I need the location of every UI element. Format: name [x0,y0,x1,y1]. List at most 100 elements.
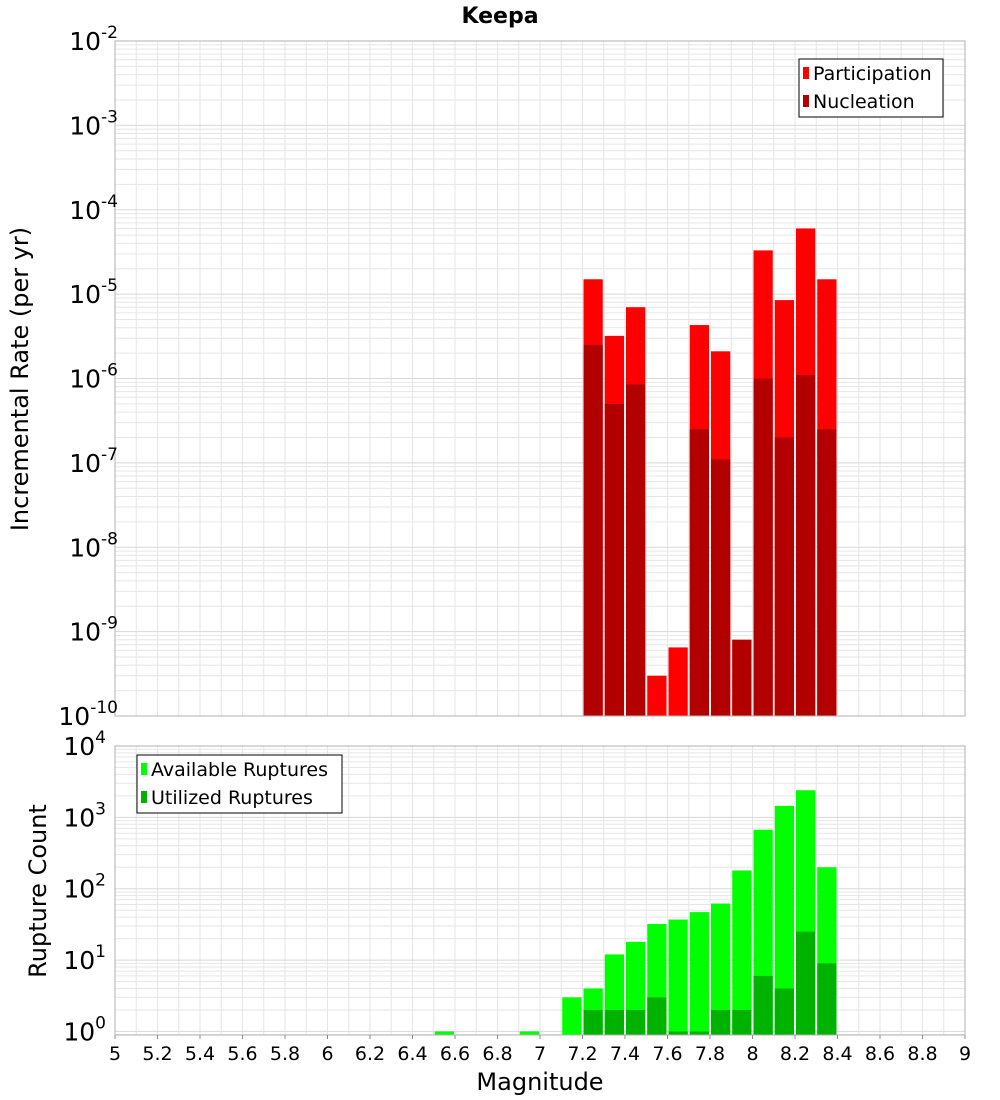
nucleation-bar [774,437,794,716]
rate-legend-box [798,58,944,118]
utilized-ruptures-bar [732,1009,752,1035]
x-tick-label: 5.2 [142,1043,172,1065]
nucleation-bar [604,403,624,716]
chart-title: Keepa [461,4,538,29]
y-tick-label: 102 [63,871,106,904]
y-tick-exponent: -9 [101,614,118,634]
y-tick-exponent: -3 [101,107,118,127]
x-axis-label: Magnitude [476,1068,603,1096]
y-tick-base: 10 [63,875,95,904]
legend-participation-swatch [803,67,809,79]
utilized-ruptures-bar [796,931,816,1035]
y-tick-exponent: -10 [90,698,118,718]
y-tick-exponent: 4 [95,728,106,748]
available-ruptures-bar [711,903,731,1035]
count-bars [434,790,837,1035]
utilized-ruptures-bar [604,1009,624,1035]
available-ruptures-bar [519,1031,539,1035]
available-ruptures-bar [434,1031,454,1035]
x-tick-label: 6.6 [440,1043,470,1065]
y-tick-label: 100 [63,1013,106,1046]
rate-bars [583,228,837,717]
y-tick-base: 10 [69,196,101,225]
nucleation-bar [583,344,603,716]
y-tick-base: 10 [69,533,101,562]
y-tick-exponent: -6 [101,361,118,381]
nucleation-bar [753,378,773,716]
y-tick-exponent: -7 [101,445,118,465]
utilized-ruptures-bar [647,997,667,1035]
y-tick-exponent: -2 [101,23,118,43]
y-tick-base: 10 [63,946,95,975]
x-tick-label: 7.8 [695,1043,725,1065]
count-legend: Available Ruptures Utilized Ruptures [136,754,343,814]
legend-utilized-label: Utilized Ruptures [151,787,313,809]
participation-bar [647,675,667,716]
y-tick-label: 10-2 [69,23,118,56]
utilized-ruptures-bar [711,1009,731,1035]
x-tick-label: 8.2 [780,1043,810,1065]
y-tick-base: 10 [58,702,90,731]
nucleation-bar [626,384,646,716]
available-ruptures-bar [774,805,794,1035]
rate-y-axis-label: Incremental Rate (per yr) [6,227,34,531]
y-tick-exponent: 1 [95,942,106,962]
utilized-ruptures-bar [668,1031,688,1035]
y-tick-base: 10 [69,27,101,56]
nucleation-bar [732,639,752,716]
rate-plot-frame [114,40,966,717]
y-tick-label: 10-5 [69,276,118,309]
x-tick-label: 9 [959,1043,971,1065]
rate-panel: 10-210-310-410-510-610-710-810-910-10 In… [6,23,966,731]
available-ruptures-bar [668,919,688,1035]
y-tick-label: 10-4 [69,192,118,225]
legend-available-label: Available Ruptures [151,759,328,781]
x-tick-label: 5.8 [270,1043,300,1065]
y-tick-base: 10 [63,803,95,832]
x-tick-label: 8.6 [865,1043,895,1065]
y-tick-base: 10 [63,1017,95,1046]
y-tick-exponent: 0 [95,1013,106,1033]
utilized-ruptures-bar [774,988,794,1035]
nucleation-bar [689,429,709,716]
y-tick-base: 10 [69,365,101,394]
x-tick-label: 8 [746,1043,758,1065]
y-tick-base: 10 [69,449,101,478]
x-tick-label: 6.4 [397,1043,427,1065]
x-tick-label: 6 [321,1043,333,1065]
legend-nucleation-label: Nucleation [813,91,915,113]
legend-available-swatch [141,763,147,775]
count-y-axis-label: Rupture Count [24,804,52,978]
y-tick-label: 10-9 [69,614,118,647]
legend-participation-label: Participation [813,63,932,85]
rate-y-ticks: 10-210-310-410-510-610-710-810-910-10 [58,23,118,731]
y-tick-exponent: -4 [101,192,118,212]
count-legend-box [136,754,343,814]
y-tick-base: 10 [69,280,101,309]
x-tick-label: 5.4 [185,1043,215,1065]
legend-nucleation-swatch [803,95,809,107]
participation-bar [668,647,688,716]
x-tick-label: 7.2 [567,1043,597,1065]
x-tick-label: 8.8 [907,1043,937,1065]
y-tick-label: 104 [63,728,106,761]
y-tick-label: 101 [63,942,106,975]
utilized-ruptures-bar [689,1031,709,1035]
utilized-ruptures-bar [583,1009,603,1035]
x-tick-label: 8.4 [822,1043,852,1065]
y-tick-exponent: 3 [95,799,106,819]
x-tick-label: 7.6 [652,1043,682,1065]
rate-grid [114,41,966,717]
available-ruptures-bar [689,912,709,1035]
y-tick-label: 10-10 [58,698,118,731]
available-ruptures-bar [562,997,582,1035]
y-tick-exponent: -5 [101,276,118,296]
x-tick-label: 7 [534,1043,546,1065]
utilized-ruptures-bar [626,1009,646,1035]
x-tick-label: 7.4 [610,1043,640,1065]
count-x-ticks: 5 5.2 5.4 5.6 5.8 6 6.2 6.4 6.6 6.8 7 7.2 7.4 7.6 7.8 8… [109,1035,971,1065]
y-tick-label: 10-7 [69,445,118,478]
